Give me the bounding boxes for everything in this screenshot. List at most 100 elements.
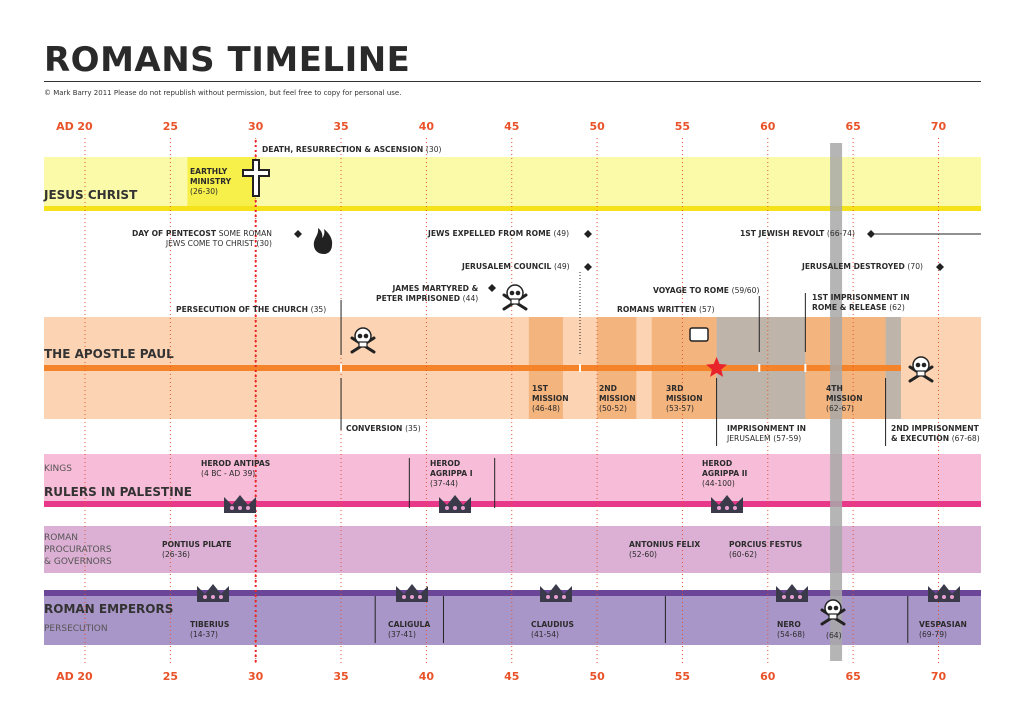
king-agrippa-1-name: HEROD xyxy=(430,459,461,468)
crown-jewel xyxy=(782,595,786,599)
paul-jerusalem-imprisonment-years: (57-59) xyxy=(773,434,802,443)
king-agrippa-2: HEROD AGRIPPA II (44-100) xyxy=(702,459,747,489)
crown-jewel xyxy=(717,506,721,510)
axis-tick-55: 55 xyxy=(674,670,691,683)
band-sub-procurators-line3: & GOVERNORS xyxy=(44,557,112,567)
crown-jewel xyxy=(418,595,422,599)
crown-icon-4 xyxy=(197,584,229,602)
skull-part xyxy=(357,333,363,339)
emperor-caligula-name: CALIGULA xyxy=(388,620,431,629)
mission-3-line1: 3RD xyxy=(666,384,684,393)
event-james-martyred-years: (44) xyxy=(462,294,479,303)
mission-2-label: 2ND MISSION (50-52) xyxy=(599,384,636,414)
procurator-festus-name: PORCIUS FESTUS xyxy=(729,540,803,549)
jesus-line xyxy=(44,206,981,211)
paul-conversion-years: (35) xyxy=(405,424,421,433)
axis-tick-20: 20 xyxy=(77,120,93,133)
paul-second-imprisonment-line2: & EXECUTION xyxy=(891,434,950,443)
axis-tick-50: 50 xyxy=(589,670,605,683)
crown-shape xyxy=(776,584,808,602)
paul-conversion-label: CONVERSION xyxy=(346,424,403,433)
procurator-felix: ANTONIUS FELIX (52-60) xyxy=(629,540,700,560)
paul-second-imprisonment: 2ND IMPRISONMENT & EXECUTION (67-68) xyxy=(891,424,980,444)
axis-tick-30: 30 xyxy=(248,120,264,133)
emperor-claudius: CLAUDIUS (41-54) xyxy=(531,620,574,640)
emperor-claudius-years: (41-54) xyxy=(531,630,559,639)
axis-tick-45: 45 xyxy=(504,120,520,133)
crown-jewel xyxy=(410,595,414,599)
cross-icon xyxy=(242,159,270,197)
paul-voyage-label: VOYAGE TO ROME xyxy=(653,286,729,295)
crown-jewel xyxy=(554,595,558,599)
king-herod-antipas-years: (4 BC - AD 39) xyxy=(201,469,256,478)
event-jews-expelled: JEWS EXPELLED FROM ROME (49) xyxy=(428,229,569,239)
axis-tick-25: 25 xyxy=(162,120,178,133)
paul-line xyxy=(44,365,901,371)
axis-tick-65: 65 xyxy=(845,670,861,683)
axis-tick-45: 45 xyxy=(504,670,520,683)
diamond-pentecost xyxy=(294,230,302,238)
crown-jewel xyxy=(219,595,223,599)
event-jewish-revolt-label: 1ST JEWISH REVOLT xyxy=(740,229,825,238)
procurator-felix-name: ANTONIUS FELIX xyxy=(629,540,701,549)
event-pentecost-label: DAY OF PENTECOST xyxy=(132,229,217,238)
event-jewish-revolt-years: (66-74) xyxy=(826,229,855,238)
mission-1-line1: 1ST xyxy=(532,384,548,393)
paul-conversion: CONVERSION (35) xyxy=(346,424,421,434)
paul-jerusalem-imprisonment-line2: JERUSALEM xyxy=(727,434,771,443)
emperor-tiberius-name: TIBERIUS xyxy=(190,620,230,629)
crown-jewel xyxy=(950,595,954,599)
paul-persecution-label: PERSECUTION OF THE CHURCH xyxy=(176,305,308,314)
crown-shape xyxy=(928,584,960,602)
event-jerusalem-council-years: (49) xyxy=(554,262,570,271)
king-herod-antipas-name: HEROD ANTIPAS xyxy=(201,459,271,468)
emperor-caligula: CALIGULA (37-41) xyxy=(388,620,430,640)
diamond-jerusalem-destroyed xyxy=(936,263,944,271)
axis-prefix: AD xyxy=(56,120,74,133)
emperor-vespasian-name: VESPASIAN xyxy=(919,620,967,629)
diamond-jews-expelled xyxy=(584,230,592,238)
crown-jewel xyxy=(733,506,737,510)
ministry-label: EARTHLY MINISTRY (26-30) xyxy=(190,167,231,197)
crown-icon-3 xyxy=(711,495,743,513)
procurator-pilate-years: (26-36) xyxy=(162,550,190,559)
ministry-bar xyxy=(187,157,256,206)
star-icon xyxy=(706,357,728,377)
ministry-label-line1: EARTHLY xyxy=(190,167,228,176)
crown-jewel xyxy=(445,506,449,510)
mission-4-line1: 4TH xyxy=(826,384,843,393)
event-jerusalem-destroyed-years: (70) xyxy=(907,262,924,271)
procurator-festus-years: (60-62) xyxy=(729,550,757,559)
crown-jewel xyxy=(238,506,242,510)
mission-3-label: 3RD MISSION (53-57) xyxy=(666,384,703,414)
mission-2-line2: MISSION xyxy=(599,394,636,403)
axis-tick-65: 65 xyxy=(845,120,861,133)
event-jerusalem-destroyed: JERUSALEM DESTROYED (70) xyxy=(802,262,923,272)
procurator-pilate-name: PONTIUS PILATE xyxy=(162,540,232,549)
crown-jewel xyxy=(246,506,250,510)
paul-jerusalem-imprisonment: IMPRISONMENT IN JERUSALEM (57-59) xyxy=(727,424,806,444)
page-title: ROMANS TIMELINE xyxy=(44,40,411,80)
skull-part xyxy=(509,290,515,296)
crown-jewel xyxy=(230,506,234,510)
crown-shape xyxy=(540,584,572,602)
axis-tick-40: 40 xyxy=(418,670,435,683)
mission-3-years: (53-57) xyxy=(666,404,694,413)
mission-3-line2: MISSION xyxy=(666,394,703,403)
event-jerusalem-council: JERUSALEM COUNCIL (49) xyxy=(462,262,570,272)
crown-icon-7 xyxy=(776,584,808,602)
emperor-vespasian-years: (69-79) xyxy=(919,630,947,639)
axis-prefix: AD xyxy=(56,670,74,683)
nero-persecution-year: (64) xyxy=(826,631,842,641)
mission-2-line1: 2ND xyxy=(599,384,617,393)
king-agrippa-1-line2: AGRIPPA I xyxy=(430,469,473,478)
mission-1-years: (46-48) xyxy=(532,404,560,413)
event-pentecost: DAY OF PENTECOST SOME ROMAN JEWS COME TO… xyxy=(132,229,272,249)
paul-first-imprisonment-line2: ROME & RELEASE xyxy=(812,303,887,312)
paul-first-imprisonment-label: 1ST IMPRISONMENT IN xyxy=(812,293,910,302)
skull-part xyxy=(827,605,833,611)
procurator-felix-years: (52-60) xyxy=(629,550,657,559)
crown-jewel xyxy=(942,595,946,599)
